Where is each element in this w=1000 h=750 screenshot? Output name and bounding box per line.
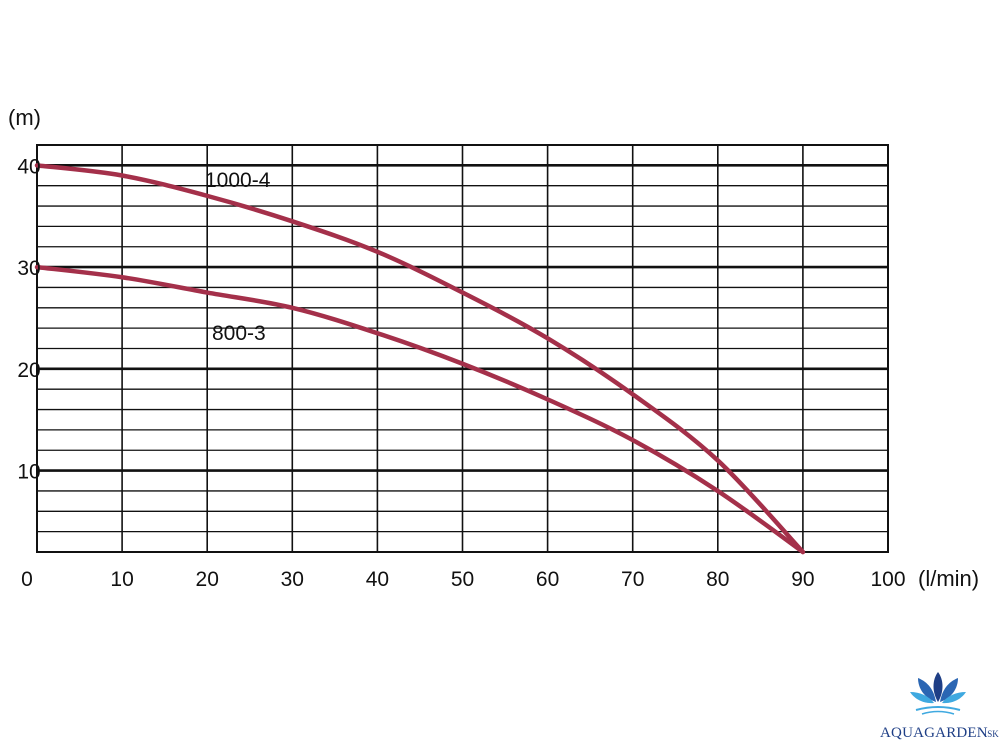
logo-suffix: .SK <box>985 729 999 739</box>
x-tick-label: 80 <box>706 568 729 591</box>
grid <box>36 144 889 553</box>
series-line-800-3 <box>34 264 806 555</box>
y-tick-label: 10 <box>17 461 40 484</box>
y-tick-labels: 10 20 30 40 <box>17 155 40 483</box>
x-tick-label: 40 <box>366 568 389 591</box>
x-tick-label: 0 <box>21 568 33 591</box>
x-tick-label: 10 <box>110 568 133 591</box>
x-tick-label: 50 <box>451 568 474 591</box>
x-tick-label: 20 <box>196 568 219 591</box>
series-line-1000-4 <box>34 163 806 555</box>
series-label-1000-4: 1000-4 <box>205 169 271 192</box>
series-labels: 1000-4 800-3 <box>205 169 271 345</box>
y-axis-unit: (m) <box>8 105 41 130</box>
series-label-800-3: 800-3 <box>212 322 266 345</box>
y-tick-label: 30 <box>17 257 40 280</box>
x-tick-label: 30 <box>281 568 304 591</box>
curves <box>34 163 806 555</box>
x-axis-unit: (l/min) <box>918 566 979 591</box>
aquagarden-logo: AQUAGARDEN .SK <box>880 672 999 741</box>
y-tick-label: 20 <box>17 359 40 382</box>
plot-border <box>36 144 889 553</box>
x-tick-labels: 0 10 20 30 40 50 60 70 80 90 100 <box>21 568 905 591</box>
x-tick-label: 90 <box>791 568 814 591</box>
lotus-icon <box>910 672 966 715</box>
y-tick-label: 40 <box>17 155 40 178</box>
x-tick-label: 60 <box>536 568 559 591</box>
x-tick-label: 100 <box>870 568 905 591</box>
x-tick-label: 70 <box>621 568 644 591</box>
logo-wordmark: AQUAGARDEN <box>880 725 988 741</box>
